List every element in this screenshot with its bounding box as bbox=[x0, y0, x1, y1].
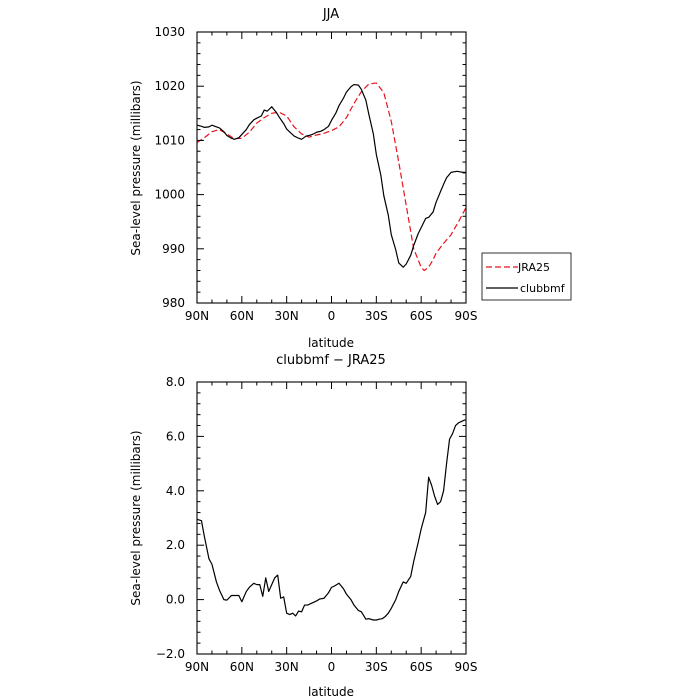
bottom-series-line-difference bbox=[196, 419, 466, 621]
top-y-tick-label: 980 bbox=[162, 296, 185, 310]
top-y-tick-label: 1010 bbox=[154, 133, 185, 147]
top-series-group bbox=[196, 82, 467, 272]
legend: JRA25 clubbmf bbox=[481, 252, 572, 301]
bottom-y-tick-label: −2.0 bbox=[156, 647, 185, 661]
bottom-y-tick-label: 0.0 bbox=[166, 593, 185, 607]
legend-label-clubbmf: clubbmf bbox=[520, 282, 566, 295]
bottom-y-tick-label: 6.0 bbox=[166, 429, 185, 443]
top-chart-title: JJA bbox=[322, 7, 339, 22]
top-x-tick-label: 90N bbox=[185, 309, 209, 323]
top-x-tick-label: 0 bbox=[328, 309, 336, 323]
bottom-x-tick-label: 90S bbox=[455, 660, 478, 674]
top-y-tick-label: 1030 bbox=[154, 25, 185, 39]
bottom-ticks: 90N 60N 30N 0 30S 60S 90S −2.0 0.0 2.0 4.0 6.0 8.0 bbox=[156, 375, 478, 674]
top-ticks: 90N 60N 30N 0 30S 60S 90S 980 990 1000 1010 1020 103… bbox=[154, 25, 477, 323]
bottom-y-tick-label: 2.0 bbox=[166, 538, 185, 552]
top-y-tick-label: 990 bbox=[162, 242, 185, 256]
top-x-tick-label: 60N bbox=[230, 309, 254, 323]
top-plot-frame bbox=[196, 31, 467, 304]
legend-box bbox=[481, 252, 572, 301]
bottom-y-axis-label: Sea-level pressure (millibars) bbox=[129, 430, 143, 605]
bottom-x-tick-label: 60S bbox=[410, 660, 433, 674]
bottom-y-tick-label: 4.0 bbox=[166, 484, 185, 498]
bottom-plot-frame bbox=[196, 381, 467, 655]
top-x-tick-label: 90S bbox=[455, 309, 478, 323]
top-series-line-clubbmf bbox=[196, 83, 466, 268]
bottom-series-group bbox=[196, 419, 466, 621]
bottom-x-tick-label: 0 bbox=[328, 660, 336, 674]
bottom-x-tick-label: 60N bbox=[230, 660, 254, 674]
bottom-x-tick-label: 30S bbox=[365, 660, 388, 674]
top-series-line-jra25 bbox=[196, 82, 467, 272]
top-x-tick-label: 30S bbox=[365, 309, 388, 323]
top-x-tick-label: 60S bbox=[410, 309, 433, 323]
bottom-x-tick-label: 30N bbox=[275, 660, 299, 674]
bottom-panel: clubbmf − JRA25 90N 60N 30N 0 30S 60S 90S −2.0 0… bbox=[129, 353, 477, 699]
top-y-axis-label: Sea-level pressure (millibars) bbox=[129, 80, 143, 255]
top-y-tick-label: 1000 bbox=[154, 188, 185, 202]
top-x-tick-label: 30N bbox=[275, 309, 299, 323]
legend-label-jra25: JRA25 bbox=[517, 261, 550, 274]
bottom-x-axis-label: latitude bbox=[308, 685, 354, 699]
bottom-y-tick-label: 8.0 bbox=[166, 375, 185, 389]
bottom-x-tick-label: 90N bbox=[185, 660, 209, 674]
top-panel: JJA 90N 60N 30N 0 30S 60S 90S 980 990 1000 1010 102… bbox=[129, 7, 572, 350]
top-y-tick-label: 1020 bbox=[154, 79, 185, 93]
bottom-chart-title: clubbmf − JRA25 bbox=[276, 353, 386, 368]
top-x-axis-label: latitude bbox=[308, 336, 354, 350]
